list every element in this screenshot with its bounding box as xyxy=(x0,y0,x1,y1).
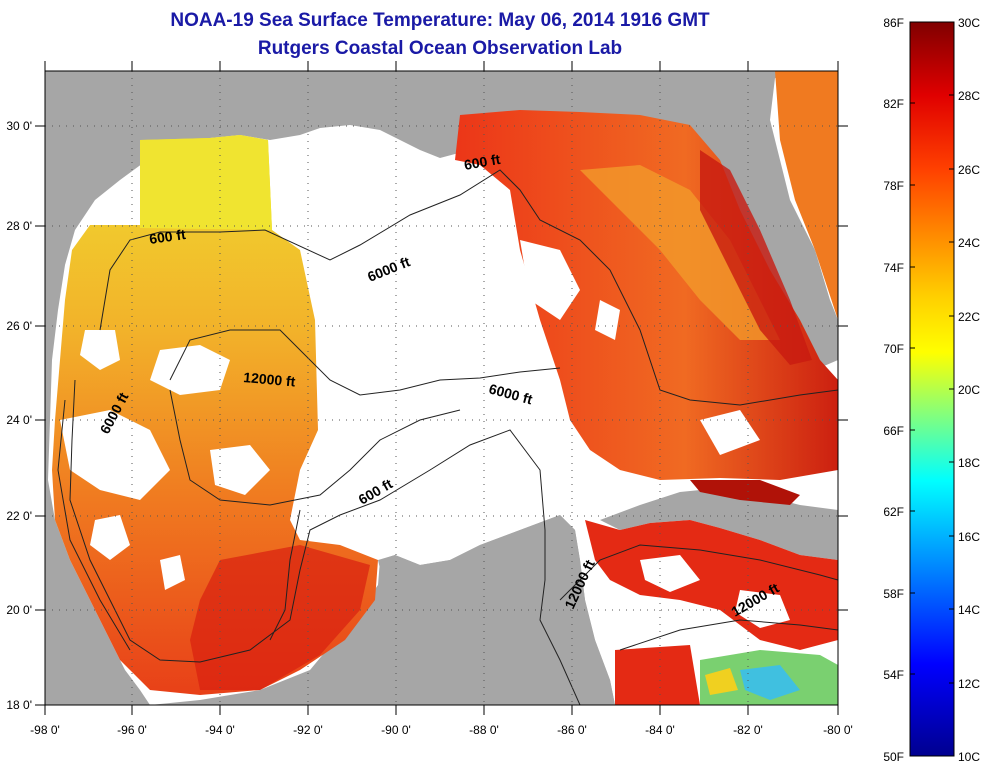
colorbar-c-label: 20C xyxy=(958,383,980,397)
colorbar-c-label: 16C xyxy=(958,530,980,544)
colorbar-f-label: 78F xyxy=(883,179,904,193)
lon-label: -92 0' xyxy=(293,723,323,737)
bathymetry-contours xyxy=(57,169,838,705)
lat-label: 30 0' xyxy=(6,119,32,133)
colorbar-gradient xyxy=(909,21,955,757)
colorbar-f-label: 82F xyxy=(883,97,904,111)
colorbar-f-label: 50F xyxy=(883,750,904,764)
colorbar-c-label: 22C xyxy=(958,310,980,324)
colorbar-f-label: 58F xyxy=(883,587,904,601)
contour-label: 600 ft xyxy=(148,226,187,247)
colorbar-c-label: 28C xyxy=(958,89,980,103)
lon-label: -86 0' xyxy=(557,723,587,737)
lon-label: -88 0' xyxy=(469,723,499,737)
colorbar-f-label: 70F xyxy=(883,342,904,356)
longitude-labels: -98 0' -96 0' -94 0' -92 0' -90 0' -88 0… xyxy=(30,723,853,737)
lon-label: -98 0' xyxy=(30,723,60,737)
colorbar-c-label: 30C xyxy=(958,16,980,30)
contour-label: 600 ft xyxy=(463,151,502,173)
colorbar-c-label: 12C xyxy=(958,677,980,691)
colorbar-c-label: 10C xyxy=(958,750,980,764)
graticule xyxy=(45,71,838,705)
lon-label: -80 0' xyxy=(823,723,853,737)
lon-label: -96 0' xyxy=(117,723,147,737)
contour-label: 12000 ft xyxy=(243,369,297,390)
colorbar-c-label: 14C xyxy=(958,603,980,617)
colorbar-f-label: 54F xyxy=(883,668,904,682)
sst-east-swath xyxy=(455,71,838,480)
lat-label: 18 0' xyxy=(6,698,32,712)
colorbar-f-label: 74F xyxy=(883,261,904,275)
plot-frame xyxy=(44,70,839,706)
yucatan-peninsula xyxy=(378,515,615,705)
sst-caribbean xyxy=(585,480,838,705)
colorbar-c-label: 18C xyxy=(958,456,980,470)
colorbar-f-label: 62F xyxy=(883,505,904,519)
lon-label: -84 0' xyxy=(645,723,675,737)
map-subtitle: Rutgers Coastal Ocean Observation Lab xyxy=(257,38,623,59)
lat-label: 20 0' xyxy=(6,603,32,617)
lat-label: 28 0' xyxy=(6,219,32,233)
lat-label: 22 0' xyxy=(6,509,32,523)
lon-label: -94 0' xyxy=(205,723,235,737)
axis-ticks xyxy=(35,61,848,715)
map-title: NOAA-19 Sea Surface Temperature: May 06,… xyxy=(170,10,710,31)
colorbar-c-label: 26C xyxy=(958,163,980,177)
sst-west-swath xyxy=(52,135,378,695)
lat-label: 24 0' xyxy=(6,413,32,427)
lat-label: 26 0' xyxy=(6,319,32,333)
latitude-labels: 30 0' 28 0' 26 0' 24 0' 22 0' 20 0' 18 0… xyxy=(6,119,32,712)
colorbar-f-label: 86F xyxy=(883,16,904,30)
colorbar-c-label: 24C xyxy=(958,236,980,250)
lon-label: -90 0' xyxy=(381,723,411,737)
temperature-colorbar: 86F 82F 78F 74F 70F 66F 62F 58F 54F 50F … xyxy=(883,16,980,764)
colorbar-f-label: 66F xyxy=(883,424,904,438)
lon-label: -82 0' xyxy=(733,723,763,737)
